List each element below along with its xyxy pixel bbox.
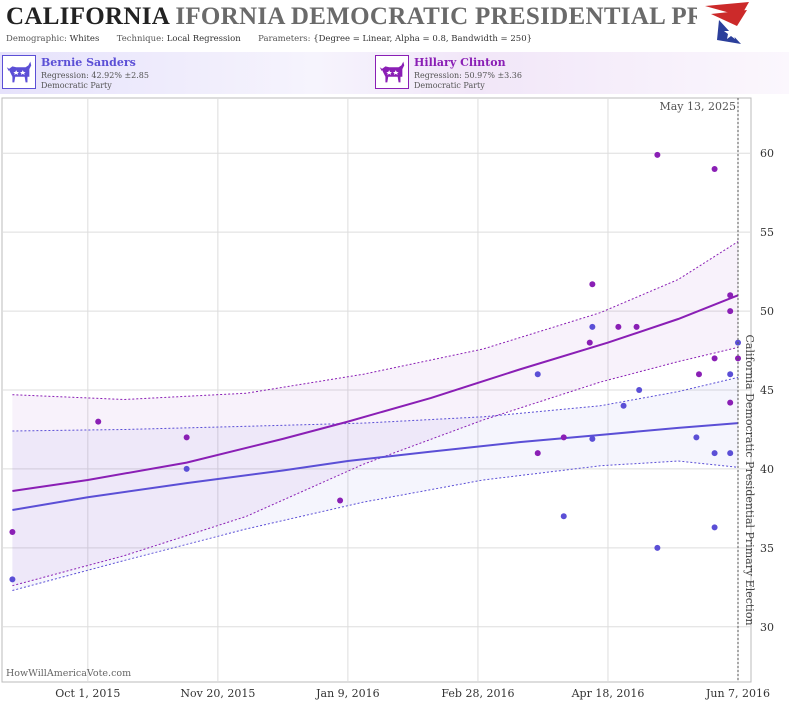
- confidence-band: [12, 377, 738, 591]
- data-point-bernie: [727, 450, 734, 457]
- data-point-bernie: [654, 544, 661, 551]
- y-tick-label: 35: [760, 542, 774, 555]
- data-point-hillary: [727, 399, 734, 406]
- data-point-hillary: [727, 292, 734, 299]
- data-point-bernie: [589, 435, 596, 442]
- data-point-bernie: [589, 323, 596, 330]
- y-tick-label: 60: [760, 147, 774, 160]
- x-tick-label: Feb 28, 2016: [441, 687, 514, 700]
- parameters-label: Parameters:: [258, 34, 311, 44]
- data-point-bernie: [727, 371, 734, 378]
- y-tick-label: 50: [760, 305, 774, 318]
- demographic-label: Demographic:: [6, 34, 67, 44]
- race-title: IFORNIA DEMOCRATIC PRESIDENTIAL PRIMARY …: [175, 3, 746, 30]
- donkey-icon: [375, 55, 409, 89]
- data-point-hillary: [711, 166, 718, 173]
- y-tick-label: 40: [760, 463, 774, 476]
- band-lower-line: [12, 460, 739, 591]
- legend-regression-hillary: Regression: 50.97% ±3.36: [414, 71, 522, 80]
- donkey-icon: [2, 55, 36, 89]
- legend-name-hillary: Hillary Clinton: [414, 56, 506, 69]
- legend-party-bernie: Democratic Party: [41, 81, 112, 90]
- chart-title: CALIFORNIA IFORNIA DEMOCRATIC PRESIDENTI…: [6, 3, 746, 31]
- data-point-hillary: [534, 450, 541, 457]
- parameters-value: {Degree = Linear, Alpha = 0.8, Bandwidth…: [313, 34, 533, 44]
- data-point-bernie: [636, 387, 643, 393]
- legend-regression-bernie: Regression: 42.92% ±2.85: [41, 71, 149, 80]
- candidate-legend: Bernie Sanders Regression: 42.92% ±2.85 …: [0, 52, 789, 94]
- data-point-bernie: [560, 513, 567, 520]
- trend-line-hillary: [12, 294, 739, 492]
- data-point-hillary: [9, 529, 16, 536]
- data-point-bernie: [620, 402, 627, 409]
- data-point-hillary: [654, 151, 661, 158]
- x-tick-label: Nov 20, 2015: [180, 687, 255, 700]
- data-point-hillary: [695, 371, 702, 378]
- technique-label: Technique:: [116, 34, 164, 44]
- data-point-hillary: [589, 281, 596, 288]
- state-name: CALIFORNIA: [6, 3, 169, 30]
- election-label: California Democratic Presidential Prima…: [743, 334, 756, 625]
- data-point-hillary: [560, 434, 567, 441]
- band-upper-line: [12, 376, 739, 432]
- data-point-hillary: [586, 339, 593, 346]
- watermark: HowWillAmericaVote.com: [6, 668, 132, 679]
- data-point-hillary: [727, 308, 734, 315]
- data-point-hillary: [95, 418, 102, 425]
- data-point-hillary: [337, 497, 344, 504]
- data-point-hillary: [633, 323, 640, 330]
- chart-header: CALIFORNIA IFORNIA DEMOCRATIC PRESIDENTI…: [0, 0, 789, 50]
- legend-party-hillary: Democratic Party: [414, 81, 485, 90]
- data-point-bernie: [9, 576, 16, 583]
- x-tick-label: Jun 7, 2016: [705, 687, 770, 700]
- y-tick-label: 30: [760, 621, 774, 634]
- data-point-bernie: [183, 465, 190, 472]
- x-tick-label: Apr 18, 2016: [571, 687, 645, 700]
- data-point-bernie: [711, 450, 718, 457]
- regression-chart: 30 35 40 45 50 55 60 Oct 1, 2015 Nov 20, 2015 Jan…: [1, 97, 774, 700]
- parameter-line: Demographic: Whites Technique: Local Reg…: [6, 34, 532, 44]
- data-point-bernie: [693, 434, 700, 441]
- data-point-bernie: [534, 371, 541, 378]
- data-point-hillary: [711, 355, 718, 362]
- legend-name-bernie: Bernie Sanders: [41, 56, 136, 69]
- x-tick-label: Jan 9, 2016: [315, 687, 380, 700]
- current-date-label: May 13, 2025: [659, 100, 736, 113]
- x-tick-label: Oct 1, 2015: [55, 687, 120, 700]
- trend-line-bernie: [12, 422, 739, 511]
- y-tick-label: 45: [760, 384, 774, 397]
- flag-logo-icon: [697, 0, 751, 48]
- technique-value: Local Regression: [166, 34, 241, 44]
- data-point-bernie: [711, 524, 718, 531]
- y-tick-label: 55: [760, 226, 774, 239]
- data-point-hillary: [615, 323, 622, 330]
- band-upper-line: [12, 241, 739, 401]
- band-lower-line: [12, 346, 739, 587]
- data-point-hillary: [183, 434, 190, 441]
- demographic-value: Whites: [69, 34, 100, 44]
